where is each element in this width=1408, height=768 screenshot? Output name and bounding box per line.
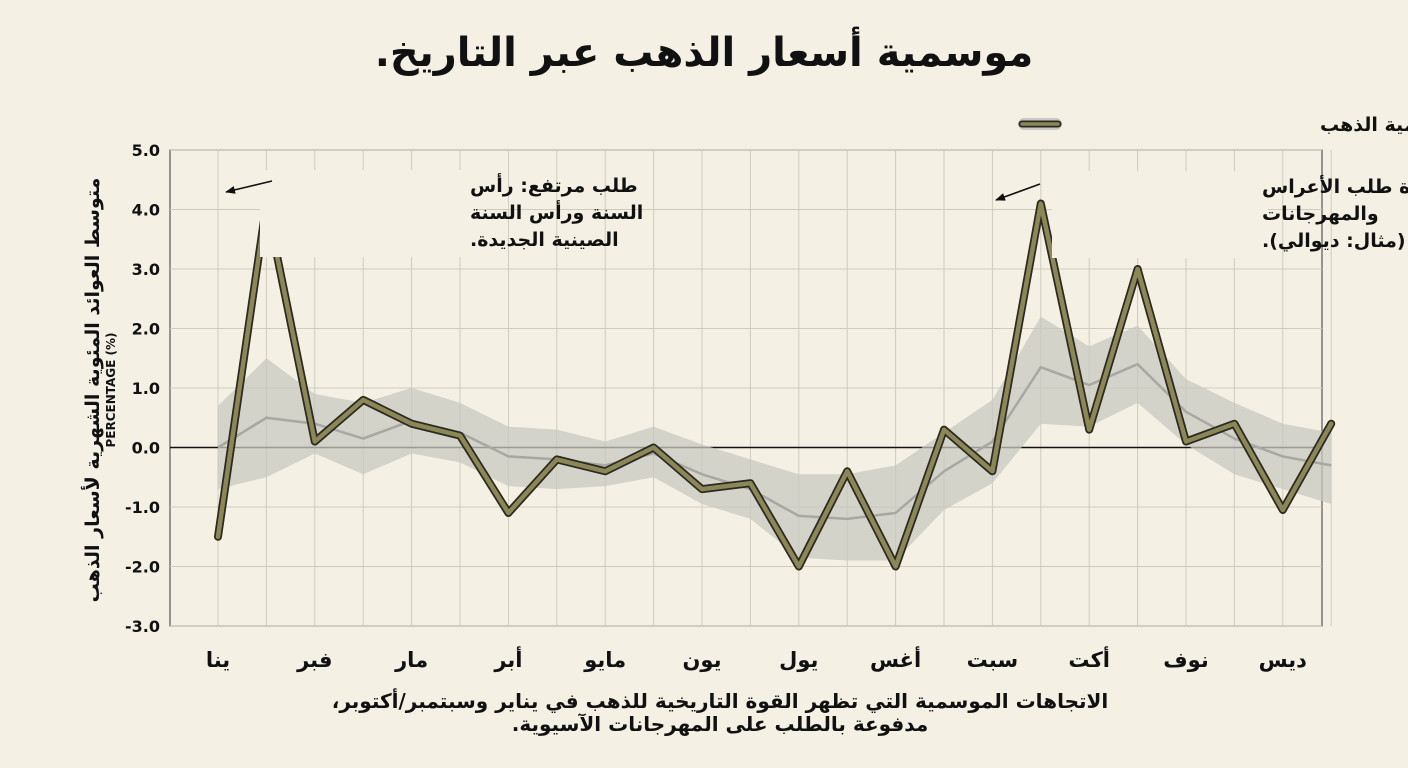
legend: مؤشر موسمية الذهب — [1018, 114, 1408, 136]
caption-line-2: مدفوعة بالطلب على المهرجانات الآسيوية. — [511, 712, 929, 736]
annotation-text: (مثال: ديوالي). — [1262, 230, 1406, 252]
x-tick-label: ديس — [1259, 648, 1308, 672]
x-tick-label: فبر — [296, 648, 332, 672]
annotation-text: والمهرجانات — [1262, 203, 1379, 225]
confidence-band — [218, 316, 1332, 561]
x-tick-label: مايو — [583, 648, 626, 672]
x-tick-label: أبر — [493, 645, 522, 672]
x-tick-label: يول — [779, 648, 818, 672]
annotation-background — [260, 170, 476, 257]
y-tick-label: 0.0 — [132, 439, 160, 458]
series-line — [215, 201, 1334, 569]
y-tick-label: 1.0 — [132, 379, 160, 398]
legend-label: مؤشر موسمية الذهب — [1320, 114, 1408, 136]
annotation-arrow — [225, 180, 273, 194]
y-tick-label: 2.0 — [132, 320, 160, 339]
x-tick-label: أكت — [1068, 645, 1110, 672]
x-tick-label: ينا — [206, 648, 230, 672]
caption-line-1: الاتجاهات الموسمية التي تظهر القوة التار… — [331, 689, 1109, 713]
x-tick-label: يون — [683, 648, 722, 672]
x-tick-label: سبت — [967, 648, 1018, 672]
x-tick-label: أغس — [870, 645, 921, 672]
annotation-text: زيادة طلب الأعراس — [1262, 175, 1408, 198]
x-tick-label: نوف — [1163, 648, 1208, 672]
y-tick-label: -2.0 — [125, 558, 160, 577]
annotation-background — [1052, 171, 1268, 258]
y-tick-label: 5.0 — [132, 141, 160, 160]
annotation-arrow — [995, 183, 1041, 201]
y-tick-label: -1.0 — [125, 498, 160, 517]
y-tick-label: 4.0 — [132, 201, 160, 220]
annotation-text: طلب مرتفع: رأس — [470, 173, 638, 197]
y-tick-label: -3.0 — [125, 617, 160, 636]
chart-caption: الاتجاهات الموسمية التي تظهر القوة التار… — [240, 690, 1200, 736]
annotation-text: السنة ورأس السنة — [470, 200, 643, 224]
y-tick-label: 3.0 — [132, 260, 160, 279]
chart-title: موسمية أسعار الذهب عبر التاريخ. — [374, 30, 1034, 76]
annotation-text: الصينية الجديدة. — [470, 229, 619, 251]
x-tick-label: مار — [394, 648, 428, 672]
